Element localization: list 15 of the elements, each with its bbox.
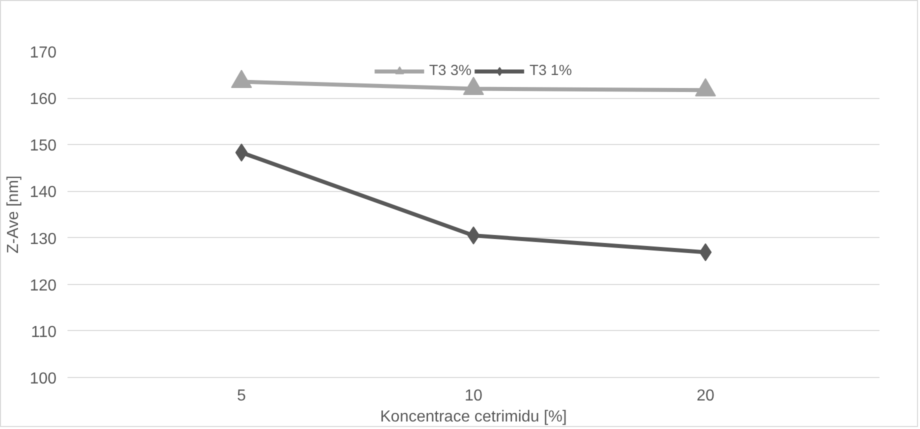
y-tick-label: 150 — [30, 138, 57, 155]
x-axis-title: Koncentrace cetrimidu [%] — [380, 408, 567, 426]
y-tick-label: 110 — [30, 324, 57, 341]
x-tick-label: 10 — [464, 388, 482, 404]
y-tick-label: 160 — [30, 91, 57, 108]
y-axis-title: Z-Ave [nm] — [4, 176, 22, 254]
y-tick-label: 100 — [30, 370, 57, 388]
y-tick-label: 120 — [30, 277, 57, 294]
legend-label: T3 1% — [530, 63, 572, 79]
y-tick-label: 130 — [30, 230, 57, 248]
x-tick-label: 20 — [696, 388, 714, 404]
x-tick-label: 5 — [237, 388, 246, 404]
y-tick-label: 170 — [30, 44, 57, 62]
y-tick-label: 140 — [30, 184, 57, 202]
legend-label: T3 3% — [429, 63, 472, 79]
